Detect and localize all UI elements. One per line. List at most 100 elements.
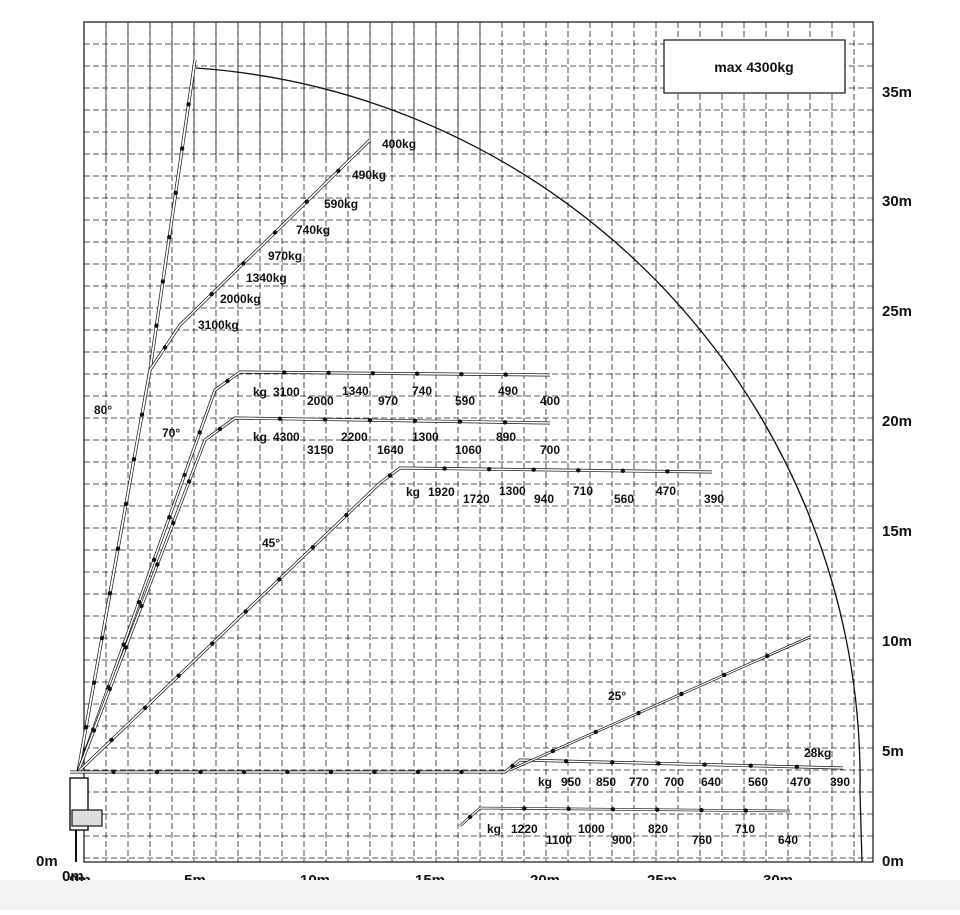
boom-row-a-joint — [151, 557, 157, 562]
load-label: 490 — [498, 384, 518, 398]
boom-25 — [509, 635, 811, 772]
load-label: 760 — [692, 833, 712, 847]
grid-border — [83, 21, 874, 863]
load-label: kg — [253, 385, 267, 399]
boom-80-joint — [186, 102, 191, 107]
load-label: 3100kg — [198, 318, 239, 332]
boom-80-joint — [99, 635, 105, 641]
boom-25-joint — [764, 653, 770, 659]
boom-45-joint — [442, 466, 447, 471]
boom-row-b-inner — [204, 417, 551, 441]
boom-45-joint — [387, 473, 393, 478]
boom-25-joint — [593, 729, 598, 735]
boom-ground-joint — [563, 758, 569, 764]
boom-ground-joint — [198, 769, 203, 775]
angle-label-70: 70° — [162, 426, 180, 440]
boom-ground-joint — [610, 760, 615, 765]
load-label: 820 — [648, 822, 668, 836]
boom-45 — [76, 466, 713, 774]
boom-45-joint — [344, 512, 349, 518]
boom-low-joint — [467, 814, 473, 820]
load-label: kg — [406, 485, 420, 499]
load-label: 1640 — [377, 443, 404, 457]
boom-ground-joint — [702, 762, 707, 767]
load-label: 700 — [664, 775, 684, 789]
row-e-labels: kg 1220 1100 1000 900 820 760 710 640 — [487, 822, 798, 847]
load-label: 1720 — [463, 492, 490, 506]
boom-row-a-joint — [282, 370, 287, 375]
load-label: 700 — [540, 443, 560, 457]
angle-labels: 80° 70° 45° 25° — [94, 403, 626, 703]
boom-80-jib-outline — [148, 138, 372, 371]
load-label: 1340 — [342, 384, 369, 398]
load-label: 890 — [496, 430, 516, 444]
angle-label-25: 25° — [608, 689, 626, 703]
boom-45-joint — [486, 466, 492, 472]
boom-low-inner — [459, 807, 791, 827]
reach-envelope — [195, 67, 863, 863]
load-label: 470 — [790, 775, 810, 789]
title-box: max 4300kg — [663, 39, 846, 94]
y-tick: 25m — [882, 303, 912, 320]
boom-80-joint — [167, 234, 172, 240]
boom-80-jib-joint — [162, 345, 168, 350]
boom-70-joint — [123, 645, 128, 650]
y-tick: 15m — [882, 523, 912, 540]
boom-ground-joint — [241, 769, 247, 775]
boom-80-joint — [107, 591, 113, 596]
load-label: 560 — [614, 492, 634, 506]
boom-row-a-joint — [459, 371, 464, 377]
boom-45-joint — [210, 641, 215, 646]
load-label: 940 — [534, 492, 554, 506]
load-label: 640 — [701, 775, 721, 789]
y-tick: 30m — [882, 193, 912, 210]
y-tick: 20m — [882, 413, 912, 430]
boom-25-inner — [509, 636, 811, 771]
boom-80-jib-joint — [241, 261, 246, 266]
boom-80-jib-joint — [304, 199, 309, 204]
load-label: kg — [253, 430, 267, 444]
boom-row-a-joint — [503, 372, 508, 377]
load-label: 1000 — [578, 822, 605, 836]
boom-ground-joint — [328, 769, 334, 775]
boom-ground-joint — [285, 769, 290, 775]
load-label: 710 — [735, 822, 755, 836]
boom-row-b-joint — [502, 420, 508, 425]
boom-45-joint — [576, 468, 581, 473]
load-label: 850 — [596, 775, 616, 789]
boom-row-a-joint — [414, 371, 420, 376]
crane-base — [69, 777, 103, 862]
boom-70-joint — [171, 520, 176, 526]
boom-row-a-joint — [136, 600, 142, 605]
boom-low-joint — [654, 807, 660, 812]
boom-row-a-joint — [326, 370, 331, 376]
boom-70-joint — [186, 479, 192, 484]
boom-80-joint — [91, 680, 97, 685]
y-tick: 5m — [882, 743, 904, 760]
boom-45-joint — [277, 577, 282, 582]
boom-ground-joint — [794, 764, 800, 770]
boom-low — [459, 806, 791, 827]
boom-25-joint — [550, 748, 556, 754]
load-label: 390 — [704, 492, 724, 506]
row-c-labels: kg 1920 1720 1300 940 710 560 470 390 — [406, 484, 724, 506]
boom-ground-joint — [111, 769, 116, 775]
load-label: 2000 — [307, 394, 334, 408]
boom-25-joint — [636, 710, 641, 716]
grid — [83, 21, 874, 863]
angle-label-45: 45° — [262, 536, 280, 550]
boom-45-joint — [531, 467, 536, 472]
boom-80-joint — [154, 323, 159, 328]
boom-80-joint — [123, 501, 129, 507]
boom-ground-joint — [459, 769, 464, 775]
boom-80-jib-inner — [149, 139, 371, 371]
load-label: 1300 — [412, 430, 439, 444]
boom-drawings — [69, 59, 844, 862]
load-label: 400kg — [382, 137, 416, 151]
boom-ground-joint — [154, 769, 160, 775]
load-label: 3100 — [273, 385, 300, 399]
row-d-labels: 28kg kg 950 850 770 700 640 560 470 390 — [538, 746, 850, 789]
boom-70-joint — [155, 562, 160, 567]
